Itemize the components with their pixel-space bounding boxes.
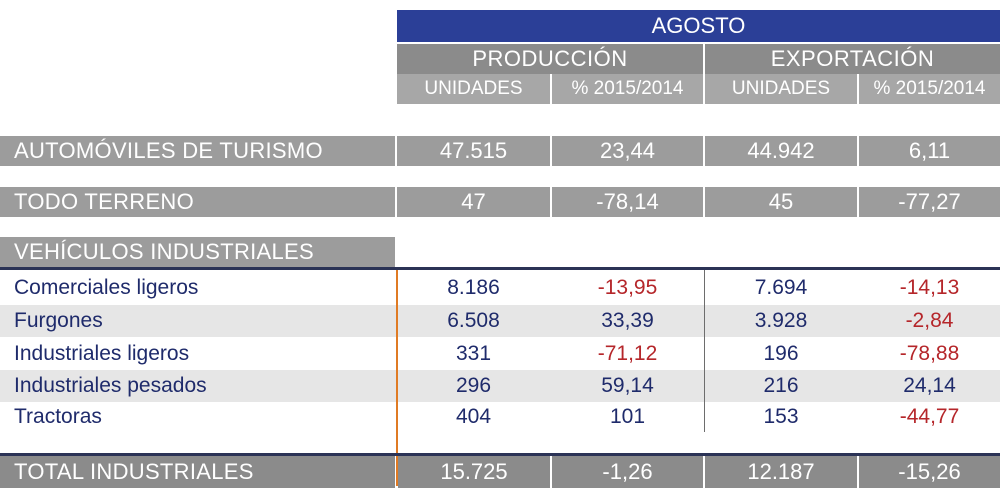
- row-label-ind-ligeros: Industriales ligeros: [14, 342, 190, 365]
- cell-tractoras-exp-units: 153: [763, 405, 799, 428]
- cell-tractoras-exp-pct: -44,77: [899, 405, 960, 428]
- cell-todoterreno-prod-pct: -78,14: [552, 187, 703, 217]
- row-label-ind-pesados: Industriales pesados: [14, 374, 207, 397]
- band-row-pesados: [0, 370, 1000, 402]
- column-divider: [704, 270, 705, 432]
- total-label: TOTAL INDUSTRIALES: [0, 456, 395, 488]
- cell-turismo-prod-units: 47.515: [397, 136, 550, 166]
- cell-todoterreno-prod-units: 47: [397, 187, 550, 217]
- cell-indpesados-prod-pct: 59,14: [601, 374, 654, 397]
- band-row-furgones: [0, 305, 1000, 337]
- cell-tractoras-prod-pct: 101: [609, 405, 646, 428]
- cell-turismo-prod-pct: 23,44: [552, 136, 703, 166]
- cell-todoterreno-exp-pct: -77,27: [859, 187, 1000, 217]
- subheader-prod-pct: % 2015/2014: [552, 74, 703, 104]
- total-prod-units: 15.725: [398, 456, 550, 488]
- total-exp-units: 12.187: [705, 456, 857, 488]
- total-exp-pct: -15,26: [859, 456, 1000, 488]
- row-label-comerciales: Comerciales ligeros: [14, 276, 199, 299]
- subheader-prod-units: UNIDADES: [397, 74, 550, 104]
- cell-furgones-prod-pct: 33,39: [601, 309, 654, 332]
- row-label-tractoras: Tractoras: [14, 405, 102, 428]
- cell-comerciales-prod-units: 8.186: [447, 276, 500, 299]
- cell-indpesados-exp-units: 216: [763, 374, 799, 397]
- total-top-rule: [0, 453, 1000, 456]
- cell-furgones-prod-units: 6.508: [447, 309, 500, 332]
- cell-tractoras-prod-units: 404: [455, 405, 492, 428]
- cell-indligeros-prod-pct: -71,12: [597, 342, 658, 365]
- orange-divider: [396, 270, 398, 486]
- cell-indpesados-prod-units: 296: [455, 374, 492, 397]
- subheader-exp-pct: % 2015/2014: [859, 74, 1000, 104]
- cell-indligeros-exp-units: 196: [763, 342, 799, 365]
- cell-comerciales-exp-pct: -14,13: [899, 276, 960, 299]
- header-production: PRODUCCIÓN: [397, 44, 703, 74]
- row-label-todo-terreno: TODO TERRENO: [0, 187, 395, 217]
- total-prod-pct: -1,26: [552, 456, 703, 488]
- industrial-top-rule: [0, 267, 1000, 270]
- header-export: EXPORTACIÓN: [705, 44, 1000, 74]
- cell-comerciales-prod-pct: -13,95: [597, 276, 658, 299]
- cell-turismo-exp-units: 44.942: [705, 136, 857, 166]
- row-label-turismo: AUTOMÓVILES DE TURISMO: [0, 136, 395, 166]
- cell-indligeros-exp-pct: -78,88: [899, 342, 960, 365]
- cell-indpesados-exp-pct: 24,14: [903, 374, 956, 397]
- header-month: AGOSTO: [397, 10, 1000, 42]
- subheader-exp-units: UNIDADES: [705, 74, 857, 104]
- cell-indligeros-prod-units: 331: [455, 342, 492, 365]
- cell-todoterreno-exp-units: 45: [705, 187, 857, 217]
- cell-furgones-exp-units: 3.928: [754, 309, 808, 332]
- cell-comerciales-exp-units: 7.694: [754, 276, 808, 299]
- section-industrial-label: VEHÍCULOS INDUSTRIALES: [0, 237, 395, 267]
- cell-turismo-exp-pct: 6,11: [859, 136, 1000, 166]
- cell-furgones-exp-pct: -2,84: [905, 309, 954, 332]
- row-label-furgones: Furgones: [14, 309, 103, 332]
